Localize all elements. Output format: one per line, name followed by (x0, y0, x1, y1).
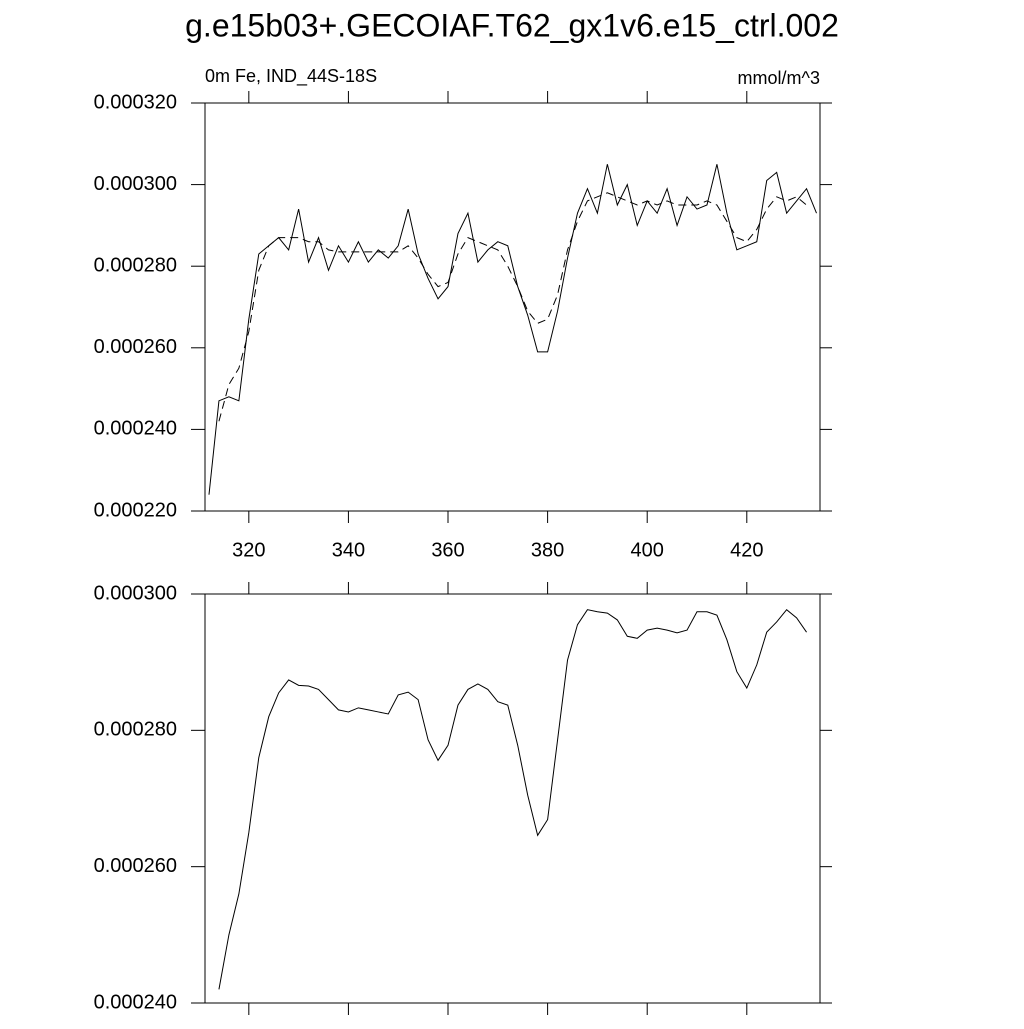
y-tick-label: 0.000260 (94, 855, 177, 877)
plot-frame (204, 593, 821, 1004)
subtitle: 0m Fe, IND_44S-18S (205, 66, 377, 87)
x-tick-label: 360 (431, 539, 464, 561)
y-tick-label: 0.000240 (94, 418, 177, 440)
figure-title: g.e15b03+.GECOIAF.T62_gx1v6.e15_ctrl.002 (185, 7, 839, 43)
y-tick-label: 0.000220 (94, 499, 177, 521)
data-line (218, 192, 807, 422)
y-tick-label: 0.000320 (94, 91, 177, 113)
y-tick-label: 0.000280 (94, 254, 177, 276)
x-tick-label: 320 (232, 539, 265, 561)
y-tick-label: 0.000280 (94, 719, 177, 741)
plot-frame (204, 102, 821, 512)
x-tick-label: 420 (730, 539, 763, 561)
y-tick-label: 0.000260 (94, 336, 177, 358)
data-line (218, 608, 807, 990)
x-tick-label: 340 (332, 539, 365, 561)
x-tick-label: 380 (531, 539, 564, 561)
data-line (208, 164, 817, 495)
x-tick-label: 400 (631, 539, 664, 561)
y-tick-label: 0.000300 (94, 173, 177, 195)
y-tick-label: 0.000240 (94, 991, 177, 1013)
y-tick-label: 0.000300 (94, 582, 177, 604)
units: mmol/m^3 (738, 68, 820, 88)
